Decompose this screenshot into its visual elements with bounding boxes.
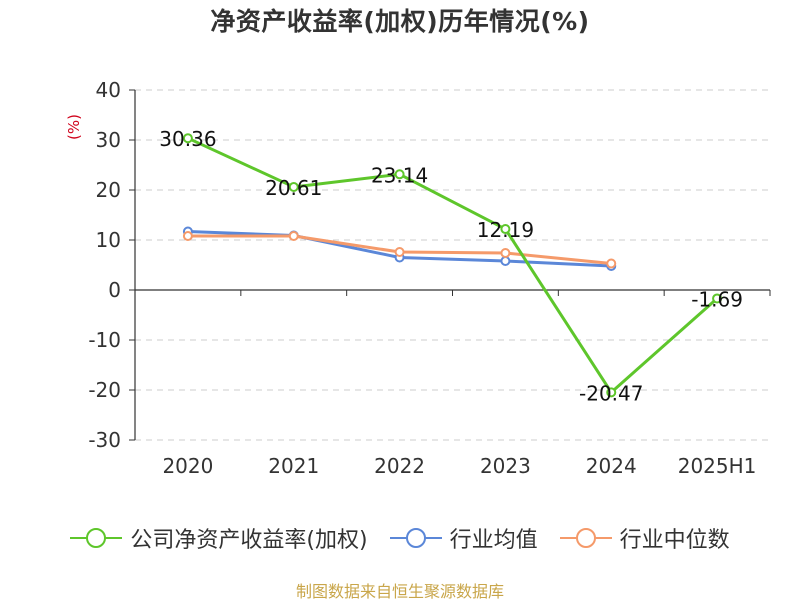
data-label: 12.19 — [477, 218, 534, 242]
legend-label: 公司净资产收益率(加权) — [130, 528, 368, 553]
legend-swatch-icon — [389, 528, 442, 548]
data-point — [182, 133, 193, 144]
data-point — [394, 169, 405, 180]
data-point — [182, 231, 193, 241]
data-point — [288, 231, 299, 241]
y-tick-label: -30 — [88, 428, 121, 452]
data-point — [500, 256, 511, 266]
source-footer: 制图数据来自恒生聚源数据库 — [295, 582, 504, 601]
data-label: -1.69 — [691, 287, 743, 311]
legend-item: 公司净资产收益率(加权) — [70, 522, 368, 554]
data-label: 20.61 — [265, 176, 322, 200]
data-label: -20.47 — [579, 381, 643, 405]
legend: 公司净资产收益率(加权) 行业均值 行业中位数 — [0, 522, 800, 554]
data-point — [394, 247, 405, 257]
y-tick-label: 20 — [96, 178, 121, 202]
line-chart: 40 30 20 10 0 -10 -20 -30 2020 2021 2022 2023 2024 20… — [65, 78, 771, 478]
y-axis-label: (%) — [65, 114, 83, 140]
y-tick-label: -20 — [88, 378, 121, 402]
x-tick-label: 2021 — [268, 454, 319, 478]
chart-title: 净资产收益率(加权)历年情况(%) — [210, 7, 590, 36]
data-point — [606, 258, 617, 269]
data-label: 30.36 — [159, 127, 216, 151]
x-tick-label: 2024 — [586, 454, 637, 478]
y-tick-label: 40 — [96, 78, 121, 102]
series-line — [187, 136, 719, 394]
y-tick-label: -10 — [88, 328, 121, 352]
legend-label: 行业中位数 — [619, 528, 730, 553]
x-tick-label: 2022 — [374, 454, 425, 478]
y-tick-label: 30 — [96, 128, 121, 152]
y-tick-label: 0 — [108, 278, 121, 302]
legend-swatch-icon — [559, 528, 612, 548]
x-tick-label: 2023 — [480, 454, 531, 478]
legend-item: 行业中位数 — [559, 522, 730, 554]
data-label: 23.14 — [371, 163, 428, 187]
data-point — [288, 181, 299, 192]
x-tick-label: 2025H1 — [678, 454, 757, 478]
legend-label: 行业均值 — [449, 528, 538, 553]
legend-item: 行业均值 — [389, 522, 538, 554]
data-point — [500, 224, 511, 235]
legend-swatch-icon — [70, 528, 123, 548]
data-point — [606, 387, 617, 398]
y-tick-label: 10 — [96, 228, 121, 252]
data-point — [500, 248, 511, 258]
data-point — [712, 293, 723, 304]
x-tick-label: 2020 — [162, 454, 213, 478]
